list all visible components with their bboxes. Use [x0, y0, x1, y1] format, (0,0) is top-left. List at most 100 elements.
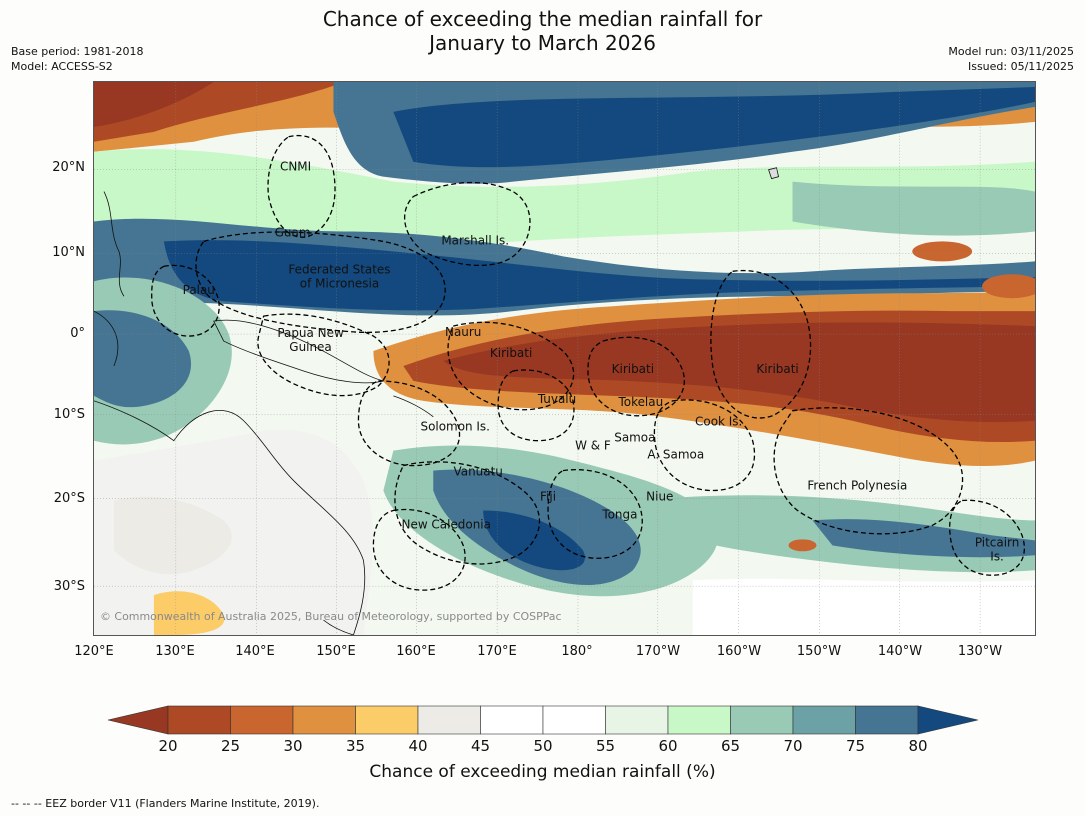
- colorbar-cell: [292, 705, 356, 735]
- label-pitcairn-2: Is.: [990, 549, 1004, 563]
- australia-neutral: [94, 429, 373, 635]
- colorbar-extend-high: [917, 705, 979, 735]
- label-pitcairn-1: Pitcairn: [975, 535, 1019, 549]
- eez-cook: [653, 399, 756, 492]
- model-run: Model run: 03/11/2025: [948, 45, 1074, 58]
- southeast-neutral: [692, 578, 1035, 635]
- northwest-dry: [94, 82, 214, 127]
- label-kiribati-gilbert: Kiribati: [490, 346, 532, 360]
- colorbar-tick-label: 60: [658, 737, 678, 755]
- label-guam: Guam: [275, 225, 311, 239]
- eez-fsm: [195, 231, 446, 333]
- australia-grey: [113, 496, 232, 575]
- colorbar-tick-label: 80: [908, 737, 928, 755]
- colorbar-cell: [605, 705, 669, 735]
- label-kiribati-phoenix: Kiribati: [612, 362, 654, 376]
- colorbar-tick-label: 65: [720, 737, 741, 755]
- eez-kiribati-line: [710, 269, 812, 419]
- colorbar-tick-label: 50: [533, 737, 553, 755]
- label-american-samoa: A. Samoa: [647, 448, 704, 462]
- label-niue: Niue: [646, 489, 673, 503]
- lon-label-130w: 130°W: [957, 644, 1003, 659]
- north-wet-core: [393, 86, 1035, 168]
- eez-kiribati-phoenix: [587, 336, 685, 417]
- eez-png: [257, 313, 390, 397]
- lon-label-160e: 160°E: [396, 644, 436, 659]
- label-vanuatu: Vanuatu: [454, 465, 503, 479]
- eez-new-caledonia: [372, 508, 466, 591]
- meta-left: Base period: 1981-2018 Model: ACCESS-S2: [11, 44, 143, 74]
- lat-label-20s: 20°S: [53, 491, 85, 506]
- colorbar-tick-label: 25: [220, 737, 241, 755]
- philippines-coast: [103, 191, 125, 297]
- lat-label-10n: 10°N: [52, 245, 85, 260]
- west-wet-core: [94, 310, 192, 408]
- green-soft: [792, 181, 1035, 236]
- colorbar-cell: [855, 705, 919, 735]
- colorbar: [107, 705, 979, 735]
- colorbar-cell: [230, 705, 294, 735]
- colorbar-cell: [792, 705, 856, 735]
- colorbar-tick-label: 45: [470, 737, 491, 755]
- meta-right: Model run: 03/11/2025 Issued: 05/11/2025: [948, 44, 1074, 74]
- australia-coast: [94, 400, 366, 635]
- label-wallis-futuna: W & F: [575, 439, 611, 453]
- lon-label-180: 180°: [561, 644, 593, 659]
- borneo-coast: [94, 310, 119, 367]
- dry-spot-se: [788, 539, 817, 552]
- colorbar-tick-label: 70: [783, 737, 803, 755]
- colorbar-extend-low: [107, 705, 169, 735]
- label-kiribati-line: Kiribati: [756, 362, 798, 376]
- lon-label-170e: 170°E: [477, 644, 517, 659]
- label-french-polynesia: French Polynesia: [807, 479, 907, 493]
- eez-vanuatu-fiji: [394, 461, 540, 565]
- lat-label-20n: 20°N: [52, 160, 85, 175]
- label-new-caledonia: New Caledonia: [402, 517, 491, 531]
- label-cook: Cook Is.: [695, 415, 742, 429]
- new-zealand-coast: [323, 619, 354, 635]
- label-marshall: Marshall Is.: [441, 233, 509, 247]
- base-period: Base period: 1981-2018: [11, 45, 144, 58]
- eez-solomon: [357, 380, 461, 467]
- lat-label-0: 0°: [70, 326, 85, 341]
- label-cnmi: CNMI: [280, 160, 311, 174]
- lon-label-170w: 170°W: [635, 644, 681, 659]
- eez-marshall: [404, 181, 531, 267]
- colorbar-tick-label: 75: [845, 737, 866, 755]
- north-green-transition: [94, 149, 1035, 256]
- dry-spot-ne: [912, 241, 973, 262]
- south-very-wet: [483, 510, 585, 571]
- lon-label-160w: 160°W: [716, 644, 762, 659]
- copyright-notice: © Commonwealth of Australia 2025, Bureau…: [100, 610, 562, 623]
- label-fsm-1: Federated States: [288, 262, 390, 276]
- colorbar-cell: [480, 705, 544, 735]
- solomon-islands: [393, 395, 434, 418]
- lon-label-130e: 130°E: [155, 644, 195, 659]
- label-samoa: Samoa: [614, 431, 655, 445]
- lon-label-120e: 120°E: [74, 644, 114, 659]
- map-title: Chance of exceeding the median rainfall …: [0, 7, 1085, 55]
- lat-label-10s: 10°S: [53, 407, 85, 422]
- model-name: Model: ACCESS-S2: [11, 60, 113, 73]
- lon-label-140e: 140°E: [235, 644, 275, 659]
- label-png-2: Guinea: [289, 340, 331, 354]
- colorbar-cell: [167, 705, 231, 735]
- dry-spot-e: [982, 274, 1035, 299]
- lon-label-150e: 150°E: [316, 644, 356, 659]
- equatorial-wet-core: [163, 240, 1035, 311]
- colorbar-tick-label: 30: [283, 737, 303, 755]
- colorbar-cell: [417, 705, 481, 735]
- colorbar-tick-label: 20: [158, 737, 178, 755]
- label-fiji: Fiji: [540, 489, 556, 503]
- label-nauru: Nauru: [445, 325, 481, 339]
- eez-cnmi-guam: [267, 135, 336, 238]
- rainfall-map[interactable]: CNMI Guam Marshall Is. Federated States …: [93, 81, 1036, 636]
- label-png-1: Papua New: [277, 326, 344, 340]
- colorbar-cell: [542, 705, 606, 735]
- label-tokelau: Tokelau: [617, 395, 663, 409]
- eez-legend-note: -- -- -- EEZ border V11 (Flanders Marine…: [11, 797, 320, 810]
- label-tuvalu: Tuvalu: [537, 392, 576, 406]
- colorbar-tick-label: 35: [345, 737, 366, 755]
- equatorial-very-dry: [443, 322, 1035, 423]
- label-fsm-2: of Micronesia: [300, 276, 379, 290]
